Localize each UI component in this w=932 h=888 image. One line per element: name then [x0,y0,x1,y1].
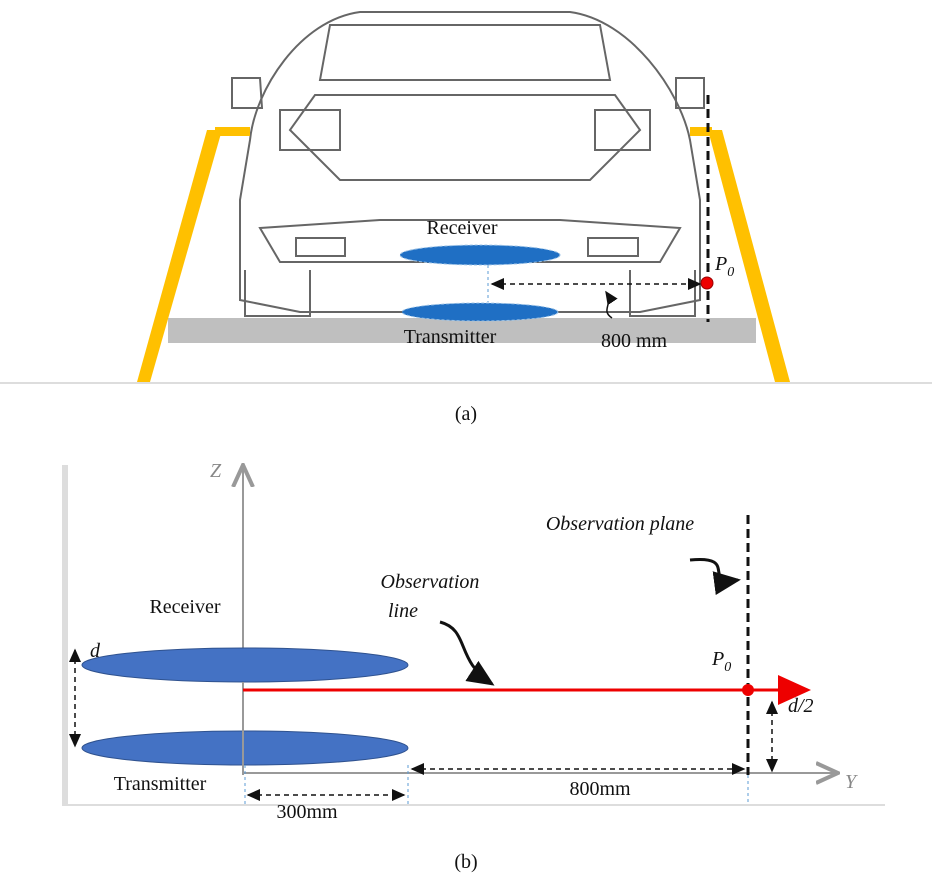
caption: (b) [454,851,477,873]
pointer [606,292,612,318]
label: 0 [727,265,734,280]
label: d [90,640,101,662]
label: Receiver [426,217,497,239]
car [232,12,704,316]
label: Receiver [149,596,220,618]
label: line [388,600,418,622]
label: 0 [724,660,731,675]
panel-a: Receiver Transmitter 800 mm P0 (a) [0,12,932,425]
receiver-coil [82,648,408,682]
point-p0 [701,277,713,289]
label: P [714,253,727,275]
ramp-left-top [215,127,250,136]
label: Transmitter [114,773,207,795]
transmitter-coil [82,731,408,765]
pointer [690,559,738,580]
figure: Receiver Transmitter 800 mm P0 (a) Z Y O… [0,0,932,888]
panel-b: Z Y Observation plane Observation line R… [62,460,885,873]
label: P [711,648,724,670]
pointer [440,622,492,684]
label: d/2 [788,695,814,717]
label: Observation plane [546,513,694,535]
label: P0 [714,253,734,280]
label: 800mm [569,778,631,800]
point-p0 [742,684,754,696]
label: 800 mm [601,330,668,352]
frame [62,465,68,805]
label: P0 [711,648,731,675]
transmitter-coil [402,303,558,321]
axis-label: Y [845,771,858,793]
label: Transmitter [404,326,497,348]
label: Observation [381,571,480,593]
axis-label: Z [210,460,222,482]
ramp-left [137,130,222,382]
label: 300mm [276,801,338,823]
receiver-coil [400,245,560,265]
caption: (a) [455,403,477,425]
